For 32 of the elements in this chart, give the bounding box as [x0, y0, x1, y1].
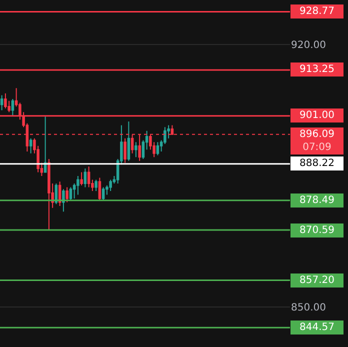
- ref-line-label: 878.49: [300, 195, 334, 206]
- candlestick: [4, 92, 7, 109]
- candlestick: [134, 142, 138, 158]
- ref-line-label: 888.22: [300, 158, 334, 169]
- candlestick: [98, 177, 102, 201]
- ref-line-label: 901.00: [300, 110, 334, 121]
- candlestick: [102, 186, 105, 201]
- candlestick: [69, 186, 72, 201]
- candlestick: [127, 121, 130, 162]
- candlestick: [66, 186, 68, 203]
- ref-line-label: 857.20: [300, 275, 334, 286]
- candlestick: [44, 116, 47, 173]
- y-tick-label: 920.00: [291, 40, 326, 52]
- candlestick: [76, 175, 80, 196]
- candlestick: [124, 138, 126, 164]
- ref-line-label: 896.09: [300, 129, 334, 140]
- candlestick: [84, 168, 87, 188]
- candlestick: [109, 179, 112, 192]
- candlestick: [87, 166, 90, 188]
- y-tick-label: 850.00: [291, 302, 326, 314]
- candlestick: [94, 179, 98, 192]
- ref-line-label: 870.59: [300, 225, 334, 236]
- candlestick: [29, 138, 32, 154]
- candlestick: [0, 94, 4, 111]
- ref-line-label: 844.57: [300, 322, 334, 333]
- candlestick: [11, 98, 14, 116]
- candlestick: [48, 158, 50, 230]
- ref-line-label: 913.25: [300, 64, 334, 75]
- candlestick: [80, 172, 83, 186]
- text: 07:09: [302, 142, 332, 153]
- candlestick: [156, 142, 160, 156]
- ref-line-label: 928.77: [300, 6, 334, 17]
